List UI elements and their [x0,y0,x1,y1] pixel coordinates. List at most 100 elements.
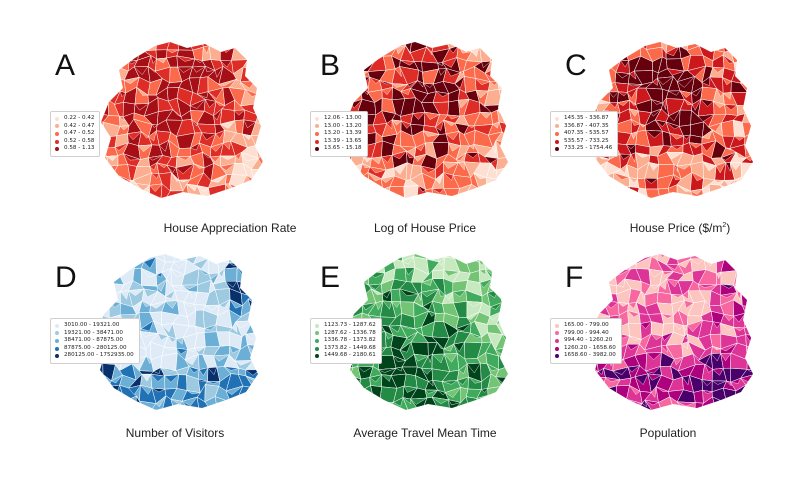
legend-entry: 0.52 - 0.58 [55,138,94,146]
tract-region [626,344,641,351]
tract-region [500,311,508,318]
tract-region [629,70,637,80]
tract-region [718,400,738,410]
tract-region [591,184,596,198]
tract-region [416,254,424,255]
tract-region [733,327,745,332]
tract-region [426,47,433,56]
tract-region [712,67,725,73]
tract-region [428,380,434,387]
tract-region [656,291,673,305]
tract-region [405,150,415,159]
map-panel-a: A 0.22 - 0.42 0.42 - 0.47 0.47 - 0.52 0.52 -… [50,38,310,258]
tract-region [603,259,616,276]
tract-region [377,368,397,373]
tract-region [348,42,366,43]
tract-region [687,65,707,77]
tract-region [646,352,663,360]
legend-swatch-icon [555,331,559,336]
legend-swatch-icon [555,147,559,152]
tract-region [714,179,725,183]
tract-region [591,174,597,188]
tract-region [399,288,419,296]
tract-region [594,254,608,256]
tract-region [591,401,600,410]
tract-region [694,402,704,410]
tract-region [111,374,123,384]
tract-region [347,254,362,266]
tract-region [686,319,704,333]
tract-region [684,99,693,106]
tract-region [194,58,203,63]
tract-region [258,88,263,106]
tract-region [676,76,696,88]
tract-region [603,50,621,61]
tract-region [601,184,614,192]
tract-region [173,259,188,269]
tract-region [201,42,213,48]
tract-region [627,87,638,99]
tract-region [743,312,753,329]
tract-region [495,268,508,282]
tract-region [733,398,745,410]
tract-region [348,188,364,198]
tract-region [120,290,129,300]
tract-region [101,184,106,198]
tract-region [348,188,360,194]
tract-region [405,45,411,55]
tract-region [667,42,685,43]
tract-region [346,172,360,191]
tract-region [372,395,381,404]
tract-region [495,254,508,264]
panel-caption: Number of Visitors [126,426,224,440]
tract-region [122,254,137,263]
tract-region [651,386,657,398]
tract-region [367,55,387,72]
tract-region [219,163,236,171]
tract-region [591,384,600,402]
tract-region [172,284,182,289]
tract-region [616,278,625,288]
tract-region [403,385,419,393]
tract-region [628,108,639,117]
legend-swatch-icon [555,354,559,359]
tract-region [118,115,125,122]
tract-region [740,176,753,186]
tract-region [459,70,465,75]
tract-region [722,254,737,255]
tract-region [744,312,753,320]
tract-region [380,175,395,183]
tract-region [613,172,631,180]
tract-region [391,301,401,308]
tract-region [592,184,603,192]
legend-entry: 1123.73 - 1287.62 [315,322,376,330]
tract-region [205,65,216,72]
tract-region [609,102,618,109]
tract-region [704,300,711,307]
legend-label: 0.47 - 0.52 [64,130,95,137]
tract-region [418,291,422,301]
tract-region [220,42,236,47]
tract-region [392,254,404,262]
tract-region [156,162,168,168]
tract-region [594,254,608,262]
legend-entry: 407.35 - 535.57 [555,130,612,138]
tract-region [216,254,230,264]
tract-region [133,66,149,76]
tract-region [96,290,104,299]
tract-region [455,152,467,161]
tract-region [620,60,630,68]
map-legend: 12.06 - 13.00 13.00 - 13.20 13.20 - 13.39 1… [310,111,368,157]
tract-region [151,124,158,128]
tract-region [486,184,497,192]
legend-swatch-icon [555,323,559,328]
tract-region [400,325,416,329]
tract-region [379,80,393,85]
tract-region [712,321,721,329]
panel-caption: House Price ($/m2) [630,221,731,235]
tract-region [647,373,663,381]
tract-region [176,156,191,161]
tract-region [97,386,114,402]
map-legend: 3010.00 - 19321.00 19321.00 - 38471.00 384… [50,318,140,364]
tract-region [255,66,263,81]
